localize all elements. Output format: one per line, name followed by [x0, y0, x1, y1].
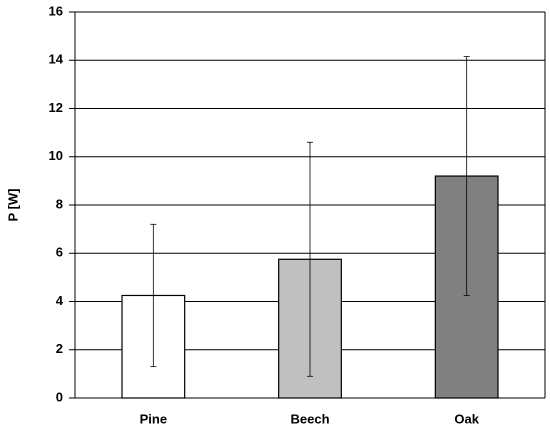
y-tick-label: 2: [56, 341, 63, 356]
y-tick-label: 14: [49, 52, 64, 67]
y-tick-label: 6: [56, 245, 63, 260]
y-axis-label: P [W]: [5, 189, 20, 222]
y-tick-label: 0: [56, 389, 63, 404]
y-tick-label: 4: [56, 293, 64, 308]
y-tick-label: 12: [49, 100, 63, 115]
y-tick-label: 10: [49, 148, 63, 163]
y-tick-label: 16: [49, 3, 63, 18]
x-tick-label: Pine: [140, 411, 167, 426]
x-tick-label: Beech: [290, 411, 329, 426]
y-tick-label: 8: [56, 196, 63, 211]
x-tick-label: Oak: [454, 411, 479, 426]
